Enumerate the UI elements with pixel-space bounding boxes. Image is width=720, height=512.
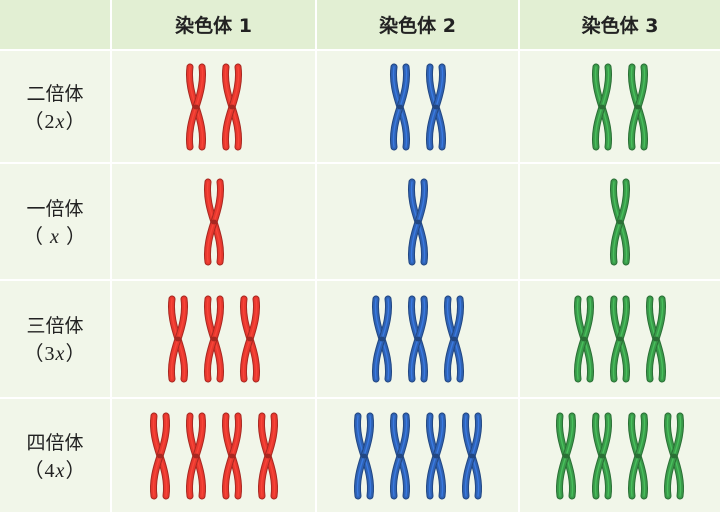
chromosome-icon bbox=[185, 412, 206, 499]
chromosome-icon bbox=[389, 63, 410, 150]
cell-monoploid-chr3 bbox=[518, 164, 720, 279]
chromosome-group bbox=[163, 295, 265, 383]
chromosome-group bbox=[569, 295, 671, 383]
chromosome-icon bbox=[167, 295, 188, 383]
chromosome-icon bbox=[239, 295, 260, 383]
chromosome-group bbox=[385, 63, 451, 151]
row-name: 一倍体 bbox=[26, 197, 84, 220]
chromosome-group bbox=[605, 178, 635, 266]
chromosome-icon bbox=[425, 412, 446, 499]
cell-diploid-chr1 bbox=[110, 51, 315, 162]
cell-tetraploid-chr2 bbox=[315, 399, 518, 512]
chromosome-icon bbox=[628, 63, 648, 150]
chromosome-icon bbox=[556, 412, 576, 499]
chromosome-icon bbox=[592, 412, 612, 499]
chromosome-group bbox=[145, 412, 283, 500]
chromosome-icon bbox=[443, 295, 464, 383]
row-ploidy: （3x） bbox=[23, 343, 87, 365]
chromosome-icon bbox=[185, 63, 206, 150]
row-label-monoploid: 一倍体 （ x ） bbox=[0, 164, 110, 279]
chromosome-group bbox=[551, 412, 689, 500]
chromosome-icon bbox=[461, 412, 482, 499]
chromosome-group bbox=[349, 412, 487, 500]
row-ploidy: （4x） bbox=[23, 459, 87, 482]
chromosome-group bbox=[403, 178, 433, 266]
chromosome-icon bbox=[610, 178, 630, 265]
cell-triploid-chr3 bbox=[518, 281, 720, 397]
chromosome-icon bbox=[221, 412, 242, 499]
cell-monoploid-chr2 bbox=[315, 164, 518, 279]
chromosome-icon bbox=[407, 178, 428, 265]
chromosome-icon bbox=[257, 412, 278, 499]
row-label-diploid: 二倍体 （2x） bbox=[0, 51, 110, 162]
cell-monoploid-chr1 bbox=[110, 164, 315, 279]
chromosome-icon bbox=[203, 295, 224, 383]
chromosome-icon bbox=[646, 295, 666, 383]
chromosome-group bbox=[181, 63, 247, 151]
header-chromosome-3: 染色体 3 bbox=[518, 0, 720, 49]
chromosome-icon bbox=[149, 412, 170, 499]
chromosome-icon bbox=[203, 178, 224, 265]
chromosome-icon bbox=[353, 412, 374, 499]
row-ploidy: （ x ） bbox=[23, 225, 87, 248]
chromosome-icon bbox=[407, 295, 428, 383]
row-ploidy: （2x） bbox=[23, 110, 87, 133]
chromosome-icon bbox=[371, 295, 392, 383]
header-chromosome-1: 染色体 1 bbox=[110, 0, 315, 49]
header-corner bbox=[0, 0, 110, 49]
cell-tetraploid-chr1 bbox=[110, 399, 315, 512]
cell-triploid-chr1 bbox=[110, 281, 315, 397]
row-name: 四倍体 bbox=[26, 431, 84, 454]
chromosome-group bbox=[367, 295, 469, 383]
chromosome-icon bbox=[592, 63, 612, 150]
row-label-triploid: 三倍体 （3x） bbox=[0, 281, 110, 397]
cell-triploid-chr2 bbox=[315, 281, 518, 397]
chromosome-icon bbox=[425, 63, 446, 150]
cell-diploid-chr3 bbox=[518, 51, 720, 162]
chromosome-group bbox=[199, 178, 229, 266]
chromosome-icon bbox=[574, 295, 594, 383]
chromosome-icon bbox=[664, 412, 684, 499]
row-label-tetraploid: 四倍体 （4x） bbox=[0, 399, 110, 512]
chromosome-icon bbox=[628, 412, 648, 499]
chromosome-group bbox=[587, 63, 653, 151]
chromosome-icon bbox=[389, 412, 410, 499]
chromosome-icon bbox=[221, 63, 242, 150]
cell-diploid-chr2 bbox=[315, 51, 518, 162]
row-name: 二倍体 bbox=[26, 82, 84, 105]
chromosome-icon bbox=[610, 295, 630, 383]
row-name: 三倍体 bbox=[26, 315, 84, 337]
cell-tetraploid-chr3 bbox=[518, 399, 720, 512]
header-chromosome-2: 染色体 2 bbox=[315, 0, 518, 49]
